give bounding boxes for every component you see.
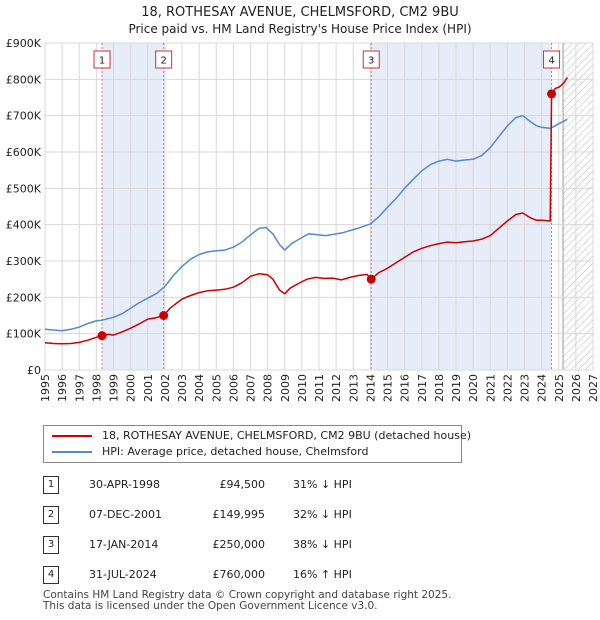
sale-label-box xyxy=(543,50,561,69)
y-tick-label: £300K xyxy=(6,255,42,268)
sale-date: 17-JAN-2014 xyxy=(89,538,159,551)
forecast-hatch xyxy=(563,43,593,370)
x-tick-label: 2002 xyxy=(159,374,172,402)
y-tick-label: £700K xyxy=(6,110,42,123)
y-tick-label: £0 xyxy=(27,364,41,377)
y-tick-label: £500K xyxy=(6,182,42,195)
sale-number-badge: 2 xyxy=(43,506,59,524)
x-tick-label: 2020 xyxy=(467,374,480,402)
x-tick-label: 2000 xyxy=(125,374,138,402)
x-tick-label: 1996 xyxy=(56,374,69,402)
sale-price: £94,500 xyxy=(219,478,266,491)
x-tick-label: 1999 xyxy=(108,374,121,402)
sale-hpi-diff: 31% ↓ HPI xyxy=(293,478,352,491)
property-price-line xyxy=(44,77,568,345)
chart-title: 18, ROTHESAY AVENUE, CHELMSFORD, CM2 9BU xyxy=(141,5,459,20)
gridlines xyxy=(44,42,594,371)
legend-line-property xyxy=(52,435,92,437)
footer-copyright: Contains HM Land Registry data © Crown c… xyxy=(43,589,452,601)
sale-point xyxy=(159,311,169,321)
table-row: 3 17-JAN-2014 £250,000 38% ↓ HPI xyxy=(43,536,383,556)
sale-hpi-diff: 38% ↓ HPI xyxy=(293,538,352,551)
x-tick-label: 1995 xyxy=(39,374,52,402)
x-tick-label: 2024 xyxy=(536,374,549,402)
x-tick-label: 2018 xyxy=(433,374,446,402)
y-tick-label: £400K xyxy=(6,219,42,232)
x-tick-label: 2007 xyxy=(245,374,258,402)
sale-price: £250,000 xyxy=(212,538,266,551)
legend-line-hpi xyxy=(52,451,92,453)
legend-item-hpi: HPI: Average price, detached house, Chel… xyxy=(52,445,368,459)
sale-point xyxy=(547,89,557,99)
legend: 18, ROTHESAY AVENUE, CHELMSFORD, CM2 9BU… xyxy=(43,425,471,463)
sale-number-badge: 4 xyxy=(43,566,59,584)
x-tick-label: 2010 xyxy=(296,374,309,402)
x-tick-label: 2026 xyxy=(570,374,583,402)
x-tick-label: 2017 xyxy=(416,374,429,402)
ownership-shading xyxy=(102,43,164,370)
table-row: 2 07-DEC-2001 £149,995 32% ↓ HPI xyxy=(43,506,383,526)
ownership-shading xyxy=(371,43,552,370)
x-tick-label: 2014 xyxy=(364,374,377,402)
footer: Contains HM Land Registry data © Crown c… xyxy=(43,590,451,612)
x-tick-label: 2013 xyxy=(347,374,360,402)
x-tick-label: 2023 xyxy=(519,374,532,402)
sale-date: 31-JUL-2024 xyxy=(89,568,157,581)
x-tick-label: 2016 xyxy=(399,374,412,402)
sale-label-box xyxy=(362,50,380,69)
x-tick-label: 2008 xyxy=(262,374,275,402)
x-tick-label: 1998 xyxy=(90,374,103,402)
x-tick-label: 2001 xyxy=(142,374,155,402)
y-tick-label: £900K xyxy=(6,37,42,50)
y-tick-label: £800K xyxy=(6,73,42,86)
sale-hpi-diff: 16% ↑ HPI xyxy=(293,568,352,581)
sale-price: £760,000 xyxy=(212,568,266,581)
x-tick-label: 2022 xyxy=(501,374,514,402)
sale-label-number: 3 xyxy=(368,56,374,67)
sale-point xyxy=(97,331,107,341)
sale-point xyxy=(366,274,376,284)
chart-subtitle: Price paid vs. HM Land Registry's House … xyxy=(128,22,471,36)
x-tick-label: 1997 xyxy=(73,374,86,402)
legend-label-property: 18, ROTHESAY AVENUE, CHELMSFORD, CM2 9BU… xyxy=(102,429,472,442)
table-row: 4 31-JUL-2024 £760,000 16% ↑ HPI xyxy=(43,566,383,586)
sale-label-number: 1 xyxy=(99,56,105,67)
x-tick-label: 2019 xyxy=(450,374,463,402)
sale-date: 07-DEC-2001 xyxy=(89,508,163,521)
y-tick-label: £600K xyxy=(6,146,42,159)
sale-label-box xyxy=(93,50,111,69)
sale-date: 30-APR-1998 xyxy=(89,478,161,491)
x-tick-label: 2012 xyxy=(330,374,343,402)
footer-licence: This data is licensed under the Open Gov… xyxy=(43,600,378,612)
sale-number-badge: 1 xyxy=(43,476,59,494)
sale-label-number: 2 xyxy=(160,56,166,67)
axes: £0 £100K £200K £300K £400K £500K £600K £700K £80… xyxy=(6,37,600,402)
x-tick-label: 2009 xyxy=(279,374,292,402)
x-tick-label: 2003 xyxy=(176,374,189,402)
series-layer xyxy=(44,77,568,345)
table-row: 1 30-APR-1998 £94,500 31% ↓ HPI xyxy=(43,476,383,496)
x-tick-label: 2015 xyxy=(382,374,395,402)
x-tick-label: 2027 xyxy=(587,374,600,402)
sale-label-box xyxy=(155,50,173,69)
x-tick-label: 2011 xyxy=(313,374,326,402)
y-tick-label: £200K xyxy=(6,291,42,304)
x-tick-label: 2021 xyxy=(484,374,497,402)
price-chart: 18, ROTHESAY AVENUE, CHELMSFORD, CM2 9BU… xyxy=(6,5,600,402)
sale-number-badge: 3 xyxy=(43,536,59,554)
legend-item-property: 18, ROTHESAY AVENUE, CHELMSFORD, CM2 9BU… xyxy=(52,429,471,443)
y-tick-label: £100K xyxy=(6,328,42,341)
sale-markers: 1 2 3 4 xyxy=(93,50,561,341)
sale-hpi-diff: 32% ↓ HPI xyxy=(293,508,352,521)
sale-price: £149,995 xyxy=(212,508,266,521)
x-tick-label: 2025 xyxy=(553,374,566,402)
x-tick-label: 2006 xyxy=(227,374,240,402)
hpi-line xyxy=(44,114,568,332)
x-tick-label: 2004 xyxy=(193,374,206,402)
legend-label-hpi: HPI: Average price, detached house, Chel… xyxy=(102,445,369,458)
x-tick-label: 2005 xyxy=(210,374,223,402)
sale-label-number: 4 xyxy=(548,56,554,67)
